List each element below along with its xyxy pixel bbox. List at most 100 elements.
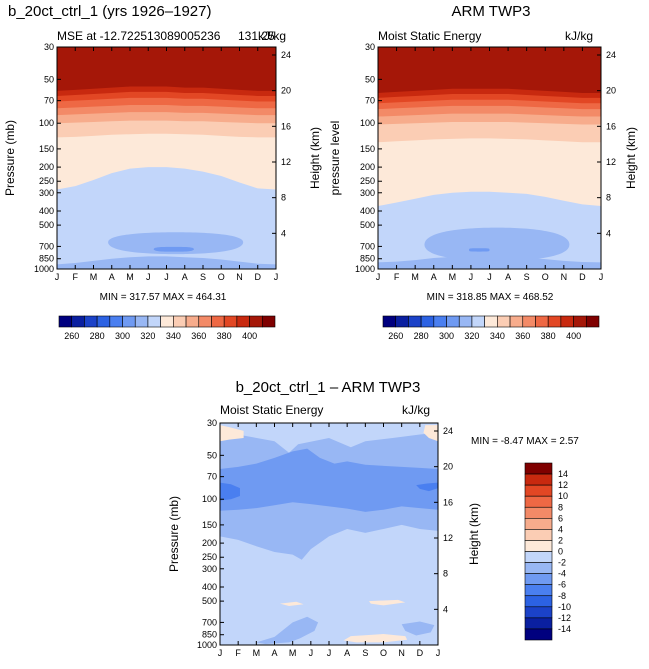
colorbar-swatch [524, 562, 553, 574]
diff-region-1 [220, 448, 438, 512]
colorbar-label: 320 [140, 331, 155, 341]
panel-right-subtitle: Moist Static Energy [378, 29, 481, 43]
y-right-tick-label: 24 [281, 50, 291, 60]
diff-region-10 [401, 621, 435, 636]
colorbar-swatch [524, 518, 553, 530]
colorbar-right: 260 280 300 320 340 360 380 400 [382, 315, 600, 341]
y-tick-label: 300 [39, 188, 54, 198]
x-tick-label: M [126, 272, 134, 282]
y-tick-label: 250 [39, 176, 54, 186]
colorbar-swatch [96, 315, 111, 328]
x-tick-label: M [411, 272, 419, 282]
y-tick-label: 250 [202, 552, 217, 562]
x-tick-label: J [487, 272, 492, 282]
plot-left: J F M A M J J A S O N D J 30 50 70 100 150 200 250 300 400 500… [3, 42, 322, 282]
y-tick-label: 400 [202, 582, 217, 592]
colorbar-swatch [524, 473, 553, 486]
y-right-tick-label: 16 [443, 497, 453, 507]
colorbar-left: 260 280 300 320 340 360 380 400 [58, 315, 276, 341]
y-tick-label: 200 [39, 162, 54, 172]
x-tick-label: A [344, 648, 350, 658]
x-tick-label: S [524, 272, 530, 282]
colorbar-swatch [497, 315, 511, 328]
colorbar-swatch [71, 315, 85, 328]
colorbar-label: 4 [558, 524, 563, 534]
x-tick-label: N [561, 272, 568, 282]
panel-diff-subtitle: Moist Static Energy [220, 403, 323, 417]
colorbar-label: -4 [558, 569, 566, 579]
colorbar-label: 400 [242, 331, 257, 341]
colorbar-swatch [122, 315, 136, 328]
colorbar-swatch [524, 617, 553, 630]
colorbar-label: 8 [558, 502, 563, 512]
plot-right: J F M A M J J A S O N D J 30 50 70 100 150 200 250 300 400 500… [328, 42, 638, 282]
colorbar-label: 260 [64, 331, 79, 341]
y-tick-label: 700 [202, 617, 217, 627]
x-tick-label: O [380, 648, 387, 658]
colorbar-swatch [524, 551, 553, 563]
y-tick-label: 150 [39, 144, 54, 154]
diff-region-9 [256, 616, 319, 645]
y-tick-label: 300 [360, 188, 375, 198]
y-tick-label: 30 [44, 42, 54, 52]
diff-region-4 [220, 425, 244, 442]
colorbar-label: 0 [558, 547, 563, 557]
colorbar-swatch [524, 584, 553, 597]
colorbar-swatch [522, 315, 536, 328]
colorbar-label: -2 [558, 558, 566, 568]
colorbar-swatch [408, 315, 422, 328]
x-tick-label: M [253, 648, 261, 658]
colorbar-swatch [58, 315, 73, 328]
x-tick-label: A [505, 272, 511, 282]
x-tick-label: A [431, 272, 437, 282]
x-tick-label: J [376, 272, 381, 282]
y-tick-label: 100 [360, 118, 375, 128]
colorbar-swatch [458, 315, 473, 328]
panel-right-stats: MIN = 318.85 MAX = 468.52 [427, 292, 554, 303]
y-tick-label: 1000 [197, 640, 217, 650]
y-right-tick-label: 8 [281, 193, 286, 203]
x-tick-label: A [271, 648, 277, 658]
y-tick-label: 1000 [34, 264, 54, 274]
y-right-tick-label: 20 [443, 462, 453, 472]
colorbar-label: -12 [558, 613, 571, 623]
colorbar-swatch [524, 462, 553, 475]
x-tick-label: F [235, 648, 241, 658]
diff-region-2 [220, 482, 240, 501]
y-tick-label: 500 [39, 220, 54, 230]
colorbar-swatch [524, 573, 553, 585]
colorbar-label: 2 [558, 535, 563, 545]
colorbar-swatch [84, 315, 98, 328]
colorbar-label: 280 [90, 331, 105, 341]
plot-fill [378, 47, 601, 269]
colorbar-swatch [524, 540, 553, 552]
x-tick-label: J [327, 648, 332, 658]
y-axis-label: pressure level [328, 121, 342, 196]
colorbar-swatch [524, 606, 553, 619]
colorbar-label: 380 [541, 331, 556, 341]
colorbar-label: 300 [439, 331, 454, 341]
colorbar-label: 10 [558, 491, 568, 501]
panel-left-title: b_20ct_ctrl_1 (yrs 1926–1927) [8, 3, 211, 20]
colorbar-swatch [484, 315, 498, 328]
colorbar-swatch [420, 315, 435, 328]
y-tick-label: 50 [365, 74, 375, 84]
y-tick-label: 70 [44, 96, 54, 106]
y-right-axis-label: Height (km) [624, 127, 638, 189]
y-right-tick-label: 24 [606, 50, 616, 60]
colorbar-swatch [185, 315, 200, 328]
x-tick-label: O [542, 272, 549, 282]
colorbar-swatch [524, 628, 553, 641]
colorbar-swatch [223, 315, 238, 328]
colorbar-swatch [524, 506, 553, 519]
x-tick-label: J [218, 648, 223, 658]
y-tick-label: 1000 [355, 264, 375, 274]
x-tick-label: F [394, 272, 400, 282]
y-tick-label: 300 [202, 564, 217, 574]
y-tick-label: 150 [202, 520, 217, 530]
y-tick-label: 100 [202, 494, 217, 504]
panel-diff-units: kJ/kg [402, 403, 430, 417]
y-tick-label: 500 [360, 220, 375, 230]
colorbar-label: 300 [115, 331, 130, 341]
y-tick-label: 30 [365, 42, 375, 52]
